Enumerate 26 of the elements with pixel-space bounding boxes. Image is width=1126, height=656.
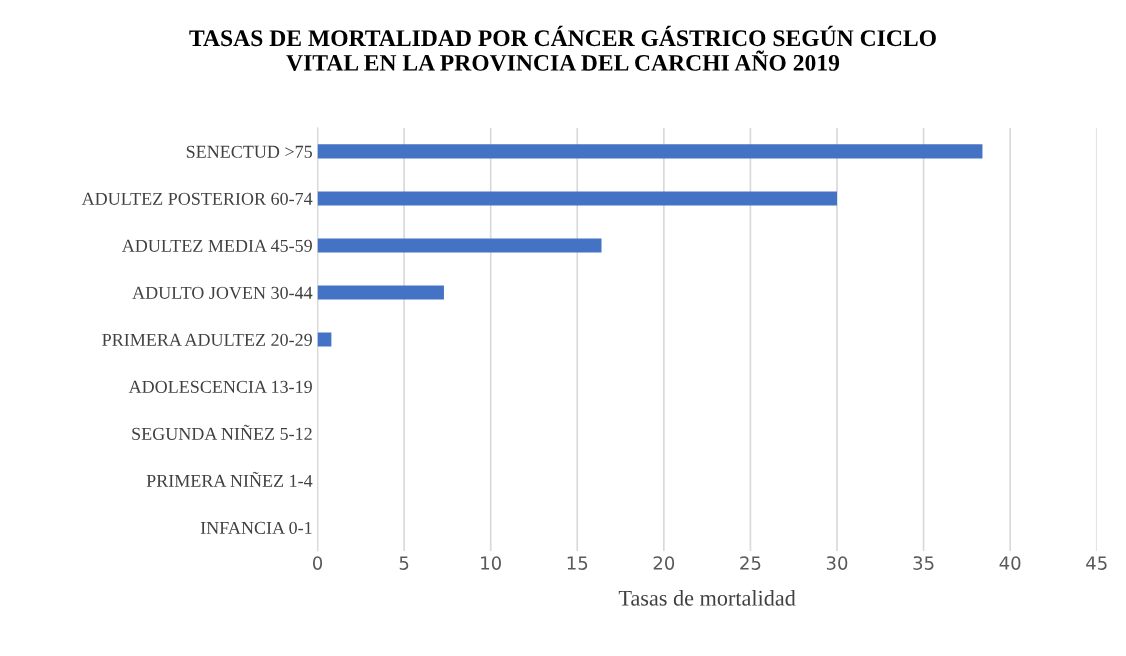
bar	[317, 144, 983, 159]
bar	[317, 238, 602, 253]
x-tick-label: 25	[740, 556, 761, 570]
x-tick-label: 35	[913, 556, 934, 570]
y-tick-label: ADULTEZ MEDIA 45-59	[121, 239, 312, 252]
y-tick-label: SENECTUD >75	[186, 145, 312, 158]
x-tick-label: 40	[999, 556, 1021, 570]
x-axis-title: Tasas de mortalidad	[618, 590, 796, 606]
x-tick-label: 10	[481, 556, 501, 570]
y-tick-label: PRIMERA ADULTEZ 20-29	[102, 333, 312, 346]
bar	[317, 285, 444, 300]
bar	[317, 332, 332, 347]
x-tick-label: 45	[1086, 556, 1107, 570]
y-tick-label: PRIMERA NIÑEZ 1-4	[146, 471, 313, 487]
x-tick-label: 15	[567, 556, 588, 570]
y-tick-label: ADOLESCENCIA 13-19	[128, 380, 312, 393]
x-tick-label: 20	[653, 556, 675, 570]
bar	[317, 191, 837, 206]
y-tick-label: INFANCIA 0-1	[200, 521, 312, 534]
x-tick-label: 0	[312, 556, 323, 570]
y-tick-label: ADULTO JOVEN 30-44	[132, 286, 313, 299]
y-tick-label: ADULTEZ POSTERIOR 60-74	[81, 192, 313, 205]
chart-title: TASAS DE MORTALIDAD POR CÁNCER GÁSTRICO SEGÚN CICLO VITAL EN LA PROVINCIA DEL CARCHI AÑO 2019	[189, 25, 936, 71]
x-tick-label: 30	[826, 556, 848, 570]
x-tick-label: 5	[399, 556, 409, 570]
y-tick-label: SEGUNDA NIÑEZ 5-12	[132, 424, 312, 440]
